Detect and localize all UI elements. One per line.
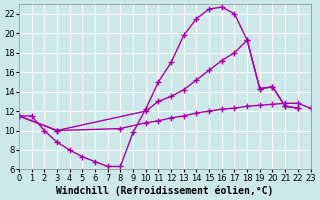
X-axis label: Windchill (Refroidissement éolien,°C): Windchill (Refroidissement éolien,°C) — [56, 185, 273, 196]
